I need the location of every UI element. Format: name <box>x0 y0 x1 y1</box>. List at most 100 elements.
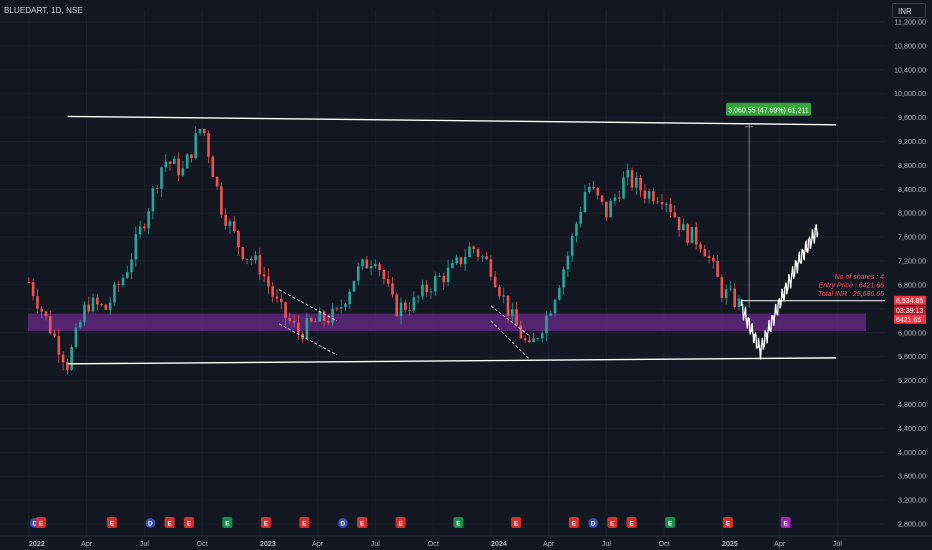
candle-body <box>575 223 578 236</box>
drawings[interactable]: 3,060.55 (47.69%) 61,211 No of shares : 4… <box>726 102 885 360</box>
time-tick-label: Jul <box>833 539 843 548</box>
candle-body <box>421 284 424 297</box>
correction-channel-line[interactable] <box>278 323 338 356</box>
candle-body <box>613 197 617 201</box>
candle-body <box>202 128 206 134</box>
candle-body <box>378 264 381 270</box>
candle-body <box>528 340 531 343</box>
measure-label-box[interactable] <box>726 102 811 116</box>
price-tag[interactable] <box>894 314 926 324</box>
candle-body <box>643 190 647 199</box>
time-tick-label: 2023 <box>260 539 276 548</box>
price-tick-label: 10,800.00 <box>894 41 926 50</box>
earnings-marker[interactable] <box>183 517 194 528</box>
candle-body <box>361 259 364 267</box>
lower-trendline[interactable] <box>67 357 837 365</box>
earnings-marker[interactable] <box>626 517 637 528</box>
candle-body <box>305 318 309 339</box>
earnings-marker[interactable] <box>722 517 733 528</box>
earnings-marker[interactable] <box>299 517 310 528</box>
candle-body <box>348 291 352 305</box>
earnings-marker[interactable] <box>665 517 676 528</box>
candle-body <box>262 274 266 277</box>
candle-body <box>327 320 330 323</box>
upper-trendline[interactable] <box>67 115 837 126</box>
candle-body <box>652 191 655 202</box>
price-tag[interactable] <box>894 295 926 305</box>
symbol-label[interactable]: BLUEDART, 1D, NSE <box>4 6 83 15</box>
candle-body <box>297 322 300 334</box>
time-axis[interactable]: 2022 Apr Jul Oct 2023 Apr Jul Oct 2024 Apr Jul Oct 2… <box>0 535 932 548</box>
candle-body <box>117 284 121 286</box>
price-tick-label: 8,000.00 <box>898 209 926 218</box>
candle-body <box>96 297 99 305</box>
candle-body <box>682 224 685 231</box>
earnings-marker[interactable] <box>780 517 791 528</box>
price-tick-label: 10,400.00 <box>894 65 926 74</box>
earnings-marker[interactable] <box>568 517 579 528</box>
price-axis[interactable]: 11,200.00 10,800.00 10,400.00 10,000.00 9,60… <box>894 17 926 529</box>
event-marker-letter: E <box>456 521 461 528</box>
projection-path[interactable] <box>740 224 819 360</box>
earnings-marker[interactable] <box>35 517 46 528</box>
dividend-marker[interactable] <box>145 518 156 528</box>
candle-body <box>168 161 172 165</box>
price-tick-label: 10,000.00 <box>894 89 926 98</box>
candle-body <box>404 302 407 310</box>
candle-body <box>485 256 488 260</box>
candle-body <box>267 276 270 287</box>
earnings-marker[interactable] <box>453 517 464 528</box>
earnings-marker[interactable] <box>395 517 406 528</box>
candle-body <box>232 221 236 231</box>
earnings-marker[interactable] <box>222 517 233 528</box>
candle-body <box>254 255 257 261</box>
event-marker-letter: E <box>668 521 673 528</box>
dividend-marker[interactable] <box>588 518 599 528</box>
candle-body <box>151 188 155 212</box>
candle-body <box>647 191 651 199</box>
event-marker-letter: E <box>514 521 519 528</box>
candle-body <box>271 286 275 297</box>
candle-body <box>408 309 411 311</box>
price-tick-label: 6,800.00 <box>898 280 926 289</box>
candle-body <box>335 308 339 310</box>
price-tick-label: 11,200.00 <box>895 17 926 26</box>
candle-body <box>429 291 433 293</box>
earnings-marker[interactable] <box>164 517 175 528</box>
correction-channel-line[interactable] <box>490 305 530 337</box>
earnings-marker[interactable] <box>607 517 618 528</box>
candle-body <box>36 296 39 309</box>
price-tick-label: 3,200.00 <box>898 496 926 505</box>
candle-body <box>250 258 253 261</box>
candle-body <box>48 316 52 334</box>
candle-body <box>498 287 501 297</box>
candle-body <box>592 186 595 188</box>
event-marker-letter: E <box>39 521 44 528</box>
earnings-marker[interactable] <box>106 517 117 528</box>
correction-channel-line[interactable] <box>278 289 338 322</box>
price-tag-label: 03:39:13 <box>896 308 923 315</box>
trendlines[interactable] <box>67 115 837 365</box>
candle-body <box>74 327 78 348</box>
price-tag[interactable] <box>894 305 926 315</box>
event-marker-letter: E <box>610 521 615 528</box>
price-tick-label: 3,600.00 <box>898 472 926 481</box>
currency-button[interactable]: INR <box>892 3 926 18</box>
candle-body <box>228 221 232 226</box>
candle-body <box>639 177 642 191</box>
dividend-marker[interactable] <box>337 518 348 528</box>
candle-body <box>686 224 689 244</box>
event-marker-letter: E <box>398 521 403 528</box>
earnings-marker[interactable] <box>511 517 522 528</box>
earnings-marker[interactable] <box>357 517 368 528</box>
correction-channel-line[interactable] <box>490 320 530 360</box>
earnings-marker[interactable] <box>260 517 271 528</box>
candle-body <box>57 336 61 355</box>
candle-body <box>382 269 386 280</box>
candle-body <box>113 284 116 303</box>
candle-body <box>100 304 103 306</box>
candle-body <box>433 275 437 292</box>
candle-body <box>660 202 664 205</box>
price-tag-label: 6,534.85 <box>896 298 923 305</box>
